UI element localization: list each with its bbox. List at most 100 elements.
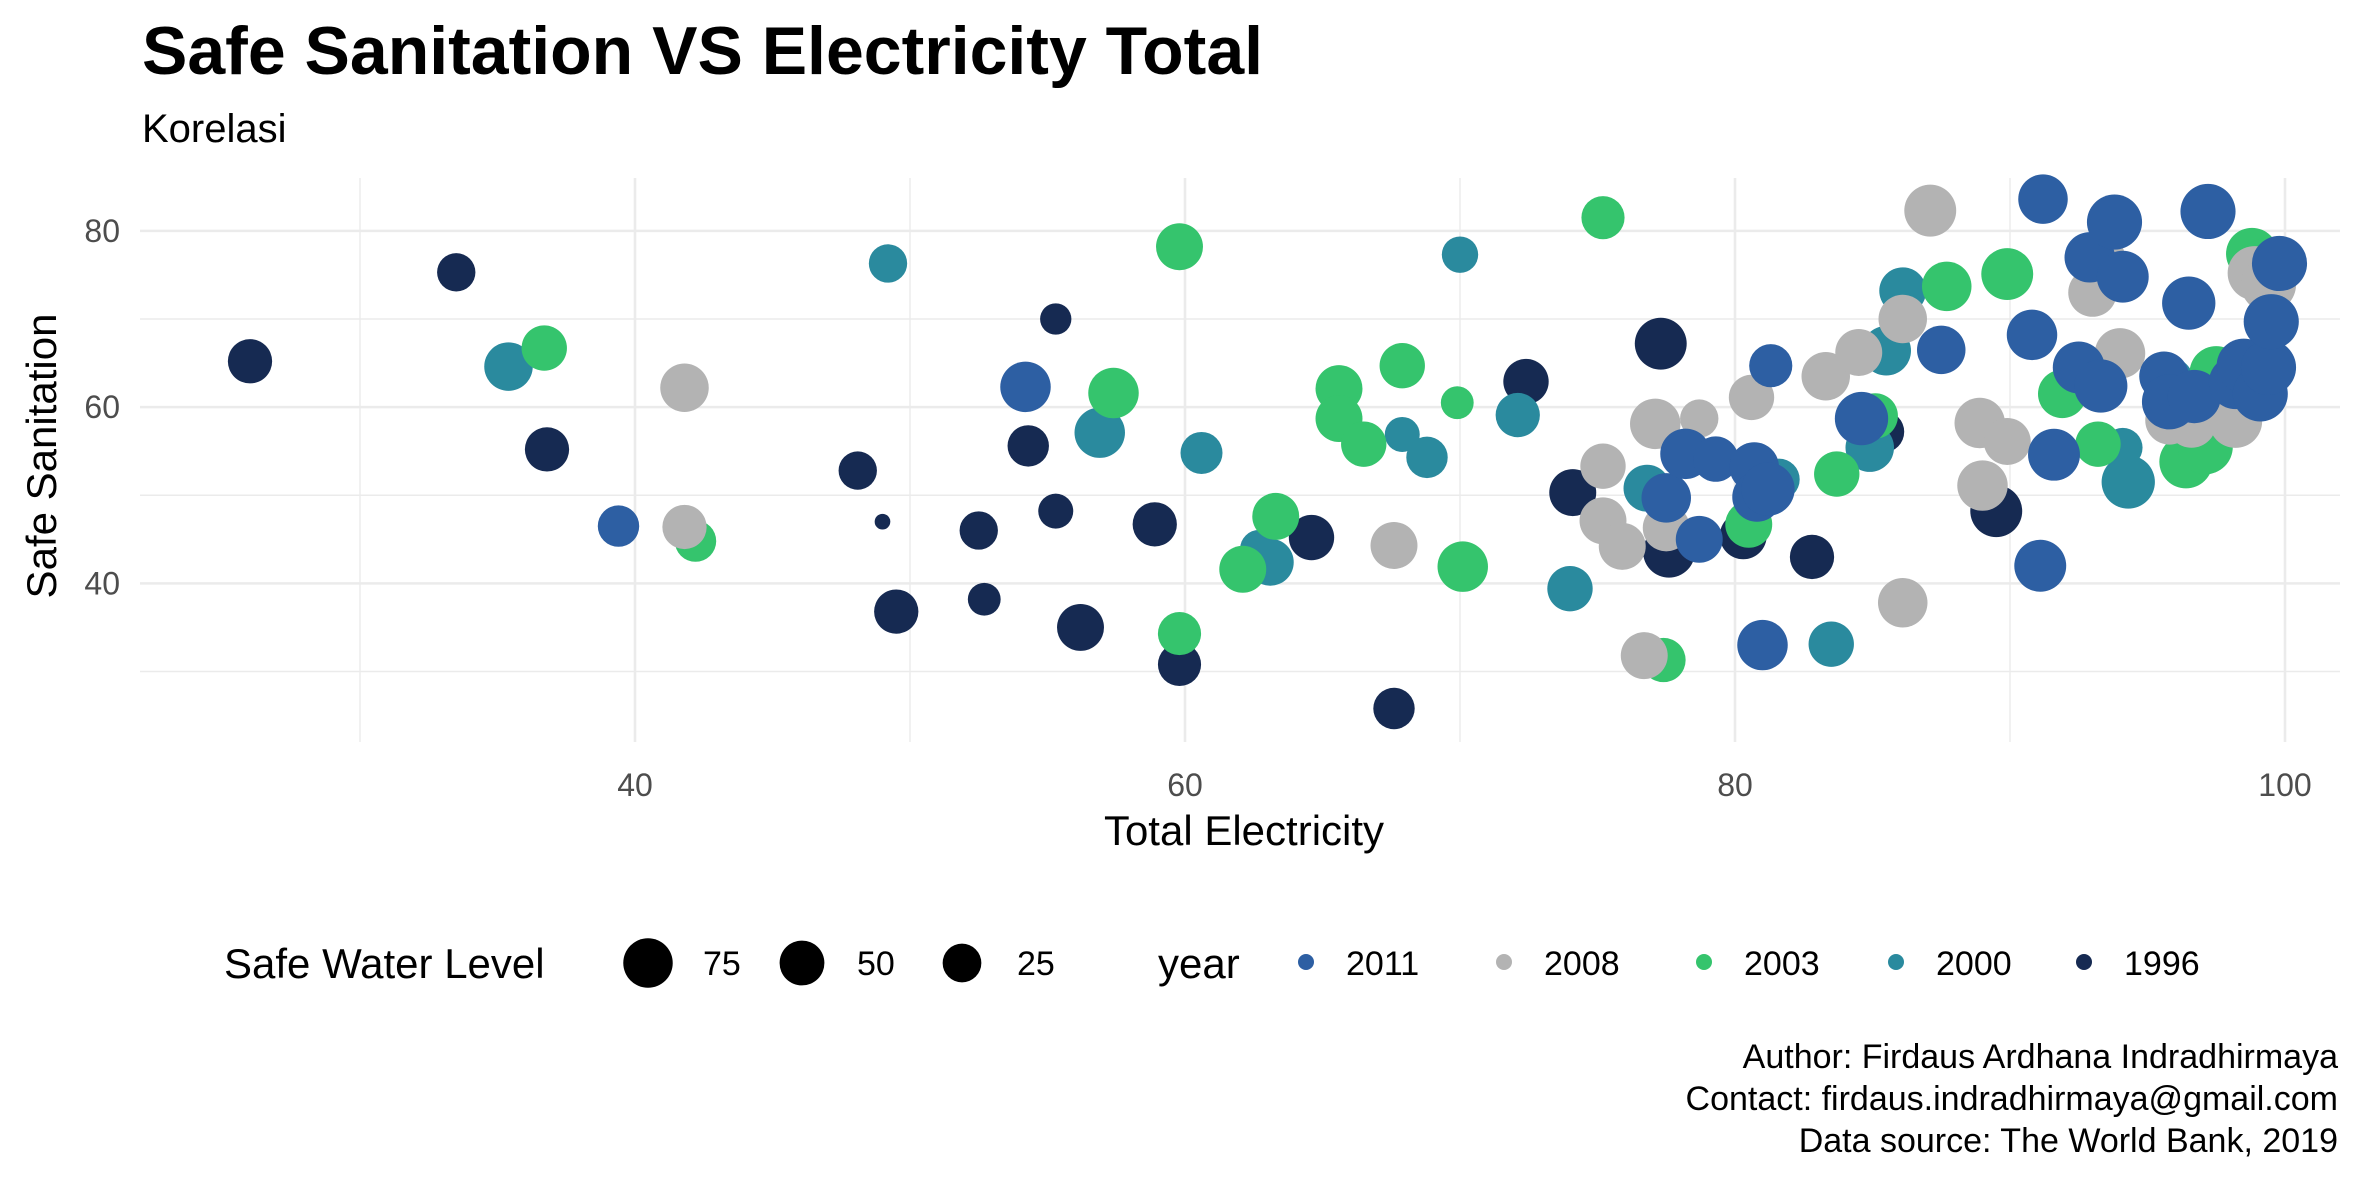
scatter-point-2011 — [1693, 436, 1739, 482]
data-points — [227, 174, 2308, 730]
scatter-point-2011 — [2086, 194, 2143, 250]
color-legend-label: 2011 — [1346, 945, 1419, 983]
scatter-point-2003 — [1379, 343, 1425, 389]
scatter-point-2011 — [2074, 359, 2128, 413]
color-legend-key — [1696, 954, 1712, 970]
scatter-point-1996 — [1007, 425, 1049, 467]
scatter-point-1996 — [1634, 317, 1687, 370]
scatter-point-2000 — [1547, 565, 1593, 612]
scatter-point-1996 — [1057, 603, 1104, 651]
scatter-point-2008 — [1904, 184, 1957, 237]
caption: Author: Firdaus Ardhana Indradhirmaya Co… — [1686, 1038, 2339, 1160]
scatter-point-2008 — [1878, 578, 1928, 628]
scatter-point-2003 — [1341, 421, 1387, 467]
scatter-point-1996 — [959, 511, 998, 550]
scatter-point-2003 — [1922, 261, 1972, 312]
scatter-point-2008 — [1957, 460, 2008, 511]
scatter-point-2011 — [2028, 428, 2080, 481]
scatter-point-2008 — [1878, 294, 1927, 344]
scatter-point-1996 — [1288, 514, 1335, 561]
scatter-point-1996 — [437, 253, 476, 292]
scatter-point-2000 — [1180, 431, 1223, 474]
scatter-point-1996 — [1132, 502, 1177, 547]
size-legend-key — [942, 943, 982, 983]
scatter-point-1996 — [1040, 303, 1072, 335]
scatter-point-2011 — [2162, 276, 2216, 330]
size-legend-key — [779, 940, 825, 986]
size-legend-title: Safe Water Level — [224, 940, 545, 987]
scatter-point-2011 — [2240, 339, 2297, 396]
x-tick-label: 60 — [1167, 767, 1203, 803]
caption-author: Author: Firdaus Ardhana Indradhirmaya — [1743, 1038, 2338, 1076]
scatter-point-2003 — [1437, 541, 1488, 592]
scatter-point-1996 — [1157, 642, 1202, 687]
scatter-point-2000 — [1441, 236, 1479, 273]
scatter-point-2000 — [2101, 455, 2155, 509]
scatter-point-2000 — [1074, 407, 1125, 458]
scatter-point-2011 — [1000, 361, 1051, 413]
scatter-point-2011 — [1675, 515, 1723, 563]
scatter-point-2008 — [662, 504, 707, 550]
scatter-point-2003 — [1156, 223, 1203, 271]
scatter-point-2000 — [484, 342, 533, 391]
scatter-point-2011 — [1741, 462, 1795, 516]
scatter-point-2003 — [1581, 196, 1625, 240]
y-tick-label: 40 — [84, 565, 120, 601]
chart-title: Safe Sanitation VS Electricity Total — [142, 13, 1263, 89]
scatter-point-2011 — [1749, 344, 1793, 388]
scatter-point-2003 — [1088, 367, 1139, 419]
scatter-point-2011 — [2180, 183, 2236, 240]
scatter-point-2008 — [1801, 352, 1850, 401]
scatter-point-2003 — [1814, 451, 1860, 497]
x-tick-label: 100 — [2258, 767, 2311, 803]
scatter-point-1996 — [1038, 493, 1074, 529]
scatter-point-2011 — [2243, 294, 2299, 350]
x-axis-label: Total Electricity — [1104, 807, 1384, 854]
scatter-point-1996 — [874, 513, 891, 530]
size-legend-label: 25 — [1017, 945, 1055, 983]
scatter-point-2008 — [1835, 329, 1883, 376]
caption-contact: Contact: firdaus.indradhirmaya@gmail.com — [1686, 1080, 2338, 1118]
scatter-point-2008 — [1680, 399, 1719, 438]
scatter-point-2011 — [2167, 369, 2221, 424]
scatter-point-1996 — [1789, 534, 1835, 580]
scatter-point-2003 — [1157, 612, 1202, 656]
scatter-point-1996 — [838, 451, 877, 490]
axis-ticks: 40 60 80 100 40 60 80 — [84, 213, 2311, 803]
scatter-point-1996 — [1503, 358, 1549, 405]
color-legend-key — [1888, 954, 1904, 970]
size-legend-label: 50 — [857, 945, 895, 983]
scatter-point-2008 — [1983, 418, 2031, 465]
scatter-point-2008 — [1728, 374, 1775, 421]
scatter-point-2000 — [1384, 416, 1420, 452]
y-tick-label: 60 — [84, 389, 120, 425]
scatter-point-2000 — [1808, 621, 1854, 667]
scatter-point-2003 — [1981, 248, 2034, 301]
scatter-point-2008 — [1620, 632, 1668, 680]
scatter-point-2011 — [2096, 250, 2149, 303]
scatter-point-2011 — [2014, 539, 2067, 592]
caption-source: Data source: The World Bank, 2019 — [1799, 1122, 2338, 1160]
scatter-point-2000 — [1406, 436, 1448, 479]
scatter-point-2011 — [1641, 473, 1691, 523]
y-axis-label: Safe Sanitation — [18, 314, 65, 599]
scatter-point-2011 — [597, 505, 640, 547]
chart-subtitle: Korelasi — [142, 107, 287, 151]
scatter-point-2008 — [1370, 522, 1418, 569]
scatter-point-2000 — [1495, 392, 1540, 438]
size-legend-label: 75 — [703, 945, 741, 983]
legend: Safe Water Level year 75 50 25 2011 2008 2003… — [224, 938, 2200, 988]
scatter-point-2008 — [1580, 443, 1626, 489]
color-legend-key — [1298, 954, 1314, 970]
y-tick-label: 80 — [84, 213, 120, 249]
scatter-point-1996 — [967, 582, 1001, 616]
color-legend-label: 2003 — [1744, 945, 1820, 983]
scatter-point-1996 — [524, 427, 570, 472]
scatter-point-1996 — [227, 339, 273, 384]
color-legend-title: year — [1158, 940, 1240, 987]
color-legend-label: 2000 — [1936, 945, 2012, 983]
scatter-point-2003 — [2075, 421, 2121, 467]
color-legend-label: 2008 — [1544, 945, 1620, 983]
